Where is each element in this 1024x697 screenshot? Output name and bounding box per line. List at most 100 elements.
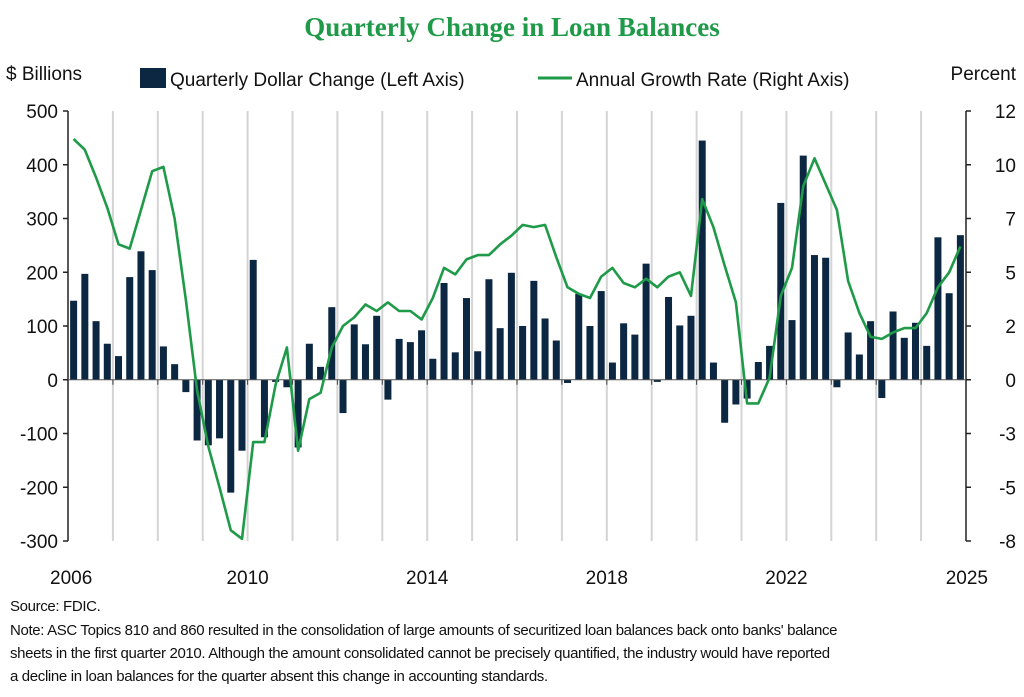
x-tick-label: 2014: [406, 568, 449, 589]
bar: [642, 263, 650, 380]
bar: [193, 379, 201, 441]
bar: [171, 364, 179, 380]
bar: [721, 379, 729, 423]
bar: [855, 354, 863, 380]
chart-title: Quarterly Change in Loan Balances: [304, 12, 720, 42]
right-tick-label: 2: [1005, 317, 1016, 338]
bar: [317, 366, 325, 380]
bar: [70, 300, 78, 380]
bar: [687, 315, 695, 380]
left-tick-label: 400: [26, 156, 58, 177]
bar: [844, 332, 852, 380]
bar: [754, 362, 762, 380]
bar: [81, 273, 89, 380]
note-line-2: sheets in the first quarter 2010. Althou…: [10, 645, 830, 662]
axes: 500 400 300 200 100 0 -100 -200 -300 12 10 7 5 2 0 -3 -5…: [20, 102, 1016, 589]
x-tick-label: 2025: [946, 568, 988, 589]
bar: [665, 296, 673, 380]
bar: [867, 321, 875, 380]
right-axis-title: Percent: [951, 64, 1017, 85]
bar: [519, 326, 527, 380]
left-tick-label: 300: [26, 210, 58, 231]
line-series: [72, 138, 962, 541]
bar: [945, 293, 953, 380]
bar: [799, 155, 807, 380]
right-tick-label: -3: [999, 425, 1016, 446]
bar: [204, 379, 212, 446]
bar: [474, 351, 482, 380]
bar: [676, 325, 684, 380]
x-tick-label: 2006: [50, 568, 92, 589]
bar: [810, 255, 818, 380]
bar: [294, 379, 302, 448]
right-tick-label: -8: [999, 532, 1016, 553]
source-note: Source: FDIC.: [10, 598, 101, 615]
bar: [373, 315, 381, 380]
legend-label-bars: Quarterly Dollar Change (Left Axis): [170, 70, 465, 91]
right-tick-label: -5: [999, 478, 1016, 499]
note-line-3: a decline in loan balances for the quart…: [10, 668, 548, 685]
x-tick-label: 2018: [586, 568, 628, 589]
bar: [777, 202, 785, 380]
bar: [631, 334, 639, 380]
bar: [732, 379, 740, 405]
bar: [350, 324, 358, 380]
bar: [586, 326, 594, 380]
bar: [148, 270, 156, 380]
bar: [496, 328, 504, 380]
bar: [418, 330, 426, 380]
x-tick-label: 2022: [765, 568, 807, 589]
bar: [822, 257, 830, 380]
bar: [923, 345, 931, 380]
bar: [361, 344, 369, 380]
bar: [115, 356, 123, 380]
bar: [260, 379, 268, 438]
bar: [608, 362, 616, 380]
bar: [653, 379, 661, 382]
bar: [698, 140, 706, 380]
left-tick-label: 100: [26, 317, 58, 338]
bar: [406, 342, 414, 380]
bar: [126, 277, 134, 380]
bar: [507, 272, 515, 380]
right-tick-label: 5: [1005, 263, 1016, 284]
bar: [485, 279, 493, 380]
bar: [440, 283, 448, 380]
left-tick-label: 200: [26, 263, 58, 284]
left-tick-label: 0: [47, 371, 58, 392]
bar: [305, 343, 313, 380]
note-line-1: Note: ASC Topics 810 and 860 resulted in…: [10, 622, 838, 639]
bar: [620, 323, 628, 380]
bar: [328, 307, 336, 380]
bar: [103, 343, 111, 380]
bar: [743, 379, 751, 399]
bar: [900, 337, 908, 380]
legend-label-line: Annual Growth Rate (Right Axis): [576, 70, 850, 91]
left-tick-label: -100: [20, 425, 58, 446]
bar: [462, 298, 470, 380]
left-tick-label: -200: [20, 478, 58, 499]
gridlines: [111, 111, 923, 541]
bar: [283, 379, 291, 388]
bar: [833, 379, 841, 388]
right-tick-label: 12: [995, 102, 1016, 123]
bar: [597, 291, 605, 380]
bar: [216, 379, 224, 439]
legend: Quarterly Dollar Change (Left Axis) Annu…: [140, 68, 850, 91]
bar: [92, 321, 100, 380]
left-tick-label: -300: [20, 532, 58, 553]
right-tick-label: 0: [1005, 371, 1016, 392]
right-tick-label: 7: [1005, 210, 1016, 231]
bar: [878, 379, 886, 399]
bar: [339, 379, 347, 414]
bar: [395, 338, 403, 380]
bar: [934, 237, 942, 380]
bar: [956, 235, 964, 380]
bar: [564, 379, 572, 383]
right-tick-label: 10: [995, 156, 1016, 177]
bar: [238, 379, 246, 451]
bar: [709, 362, 717, 380]
x-tick-label: 2010: [226, 568, 268, 589]
bar: [159, 346, 167, 380]
bar: [384, 379, 392, 400]
